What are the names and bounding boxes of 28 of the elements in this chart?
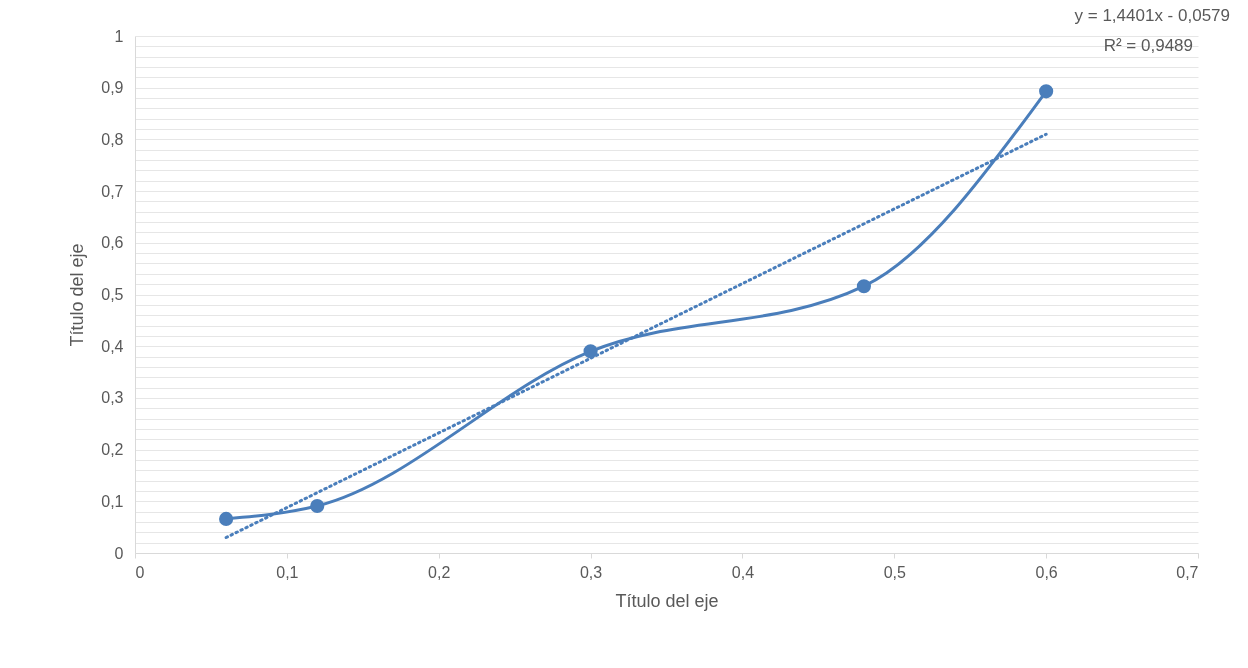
y-axis-title: Título del eje — [67, 243, 88, 347]
x-tick-label: 0 — [135, 563, 145, 581]
x-tick-label: 0,5 — [883, 563, 906, 581]
point — [583, 344, 598, 359]
point — [219, 511, 234, 526]
y-tick-label: 0,6 — [101, 234, 124, 252]
x-tick-label: 0,2 — [428, 563, 451, 581]
point — [310, 498, 325, 514]
annotation: R² = 0,9489 — [1103, 36, 1193, 55]
y-tick-label: 0,2 — [101, 441, 124, 459]
text: y = 1,4401x - 0,0579 — [1074, 6, 1230, 25]
x-tick-label: 0,1 — [276, 563, 299, 581]
y-tick-label: 1 — [114, 27, 124, 45]
x-tick-label: 0,3 — [579, 563, 603, 581]
y-tick-label: 0,7 — [101, 182, 124, 200]
x-tick-label: 0,4 — [731, 563, 755, 581]
y-tick-label: 0 — [114, 544, 124, 562]
point — [1039, 84, 1054, 99]
y-tick-label: 0,4 — [101, 337, 124, 355]
x-tick-label: 0,7 — [1176, 563, 1199, 581]
y-tick-label: 0,1 — [101, 492, 124, 510]
y-tick-label: 0,9 — [101, 79, 124, 97]
point — [856, 279, 871, 294]
x-axis-title: Título del eje — [615, 590, 719, 611]
y-tick-label: 0,8 — [101, 130, 124, 148]
x-tick-label: 0,6 — [1035, 563, 1058, 581]
y-tick-label: 0,3 — [101, 389, 124, 407]
y-tick-label: 0,5 — [101, 286, 124, 303]
